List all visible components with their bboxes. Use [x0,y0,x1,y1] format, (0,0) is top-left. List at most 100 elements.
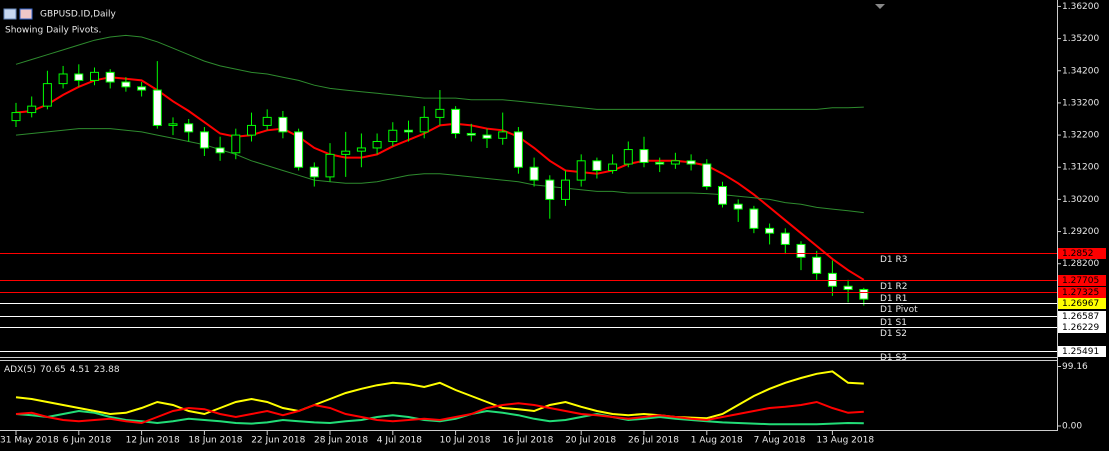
price-box [1058,287,1106,298]
price-box [1058,311,1106,322]
x-tick-label: 7 Aug 2018 [754,436,806,446]
candle-body [341,150,351,155]
y-tick-label: 99.16 [1062,362,1088,372]
candle-body [623,149,633,165]
price-box [1058,275,1106,286]
price-box-label: 1.2852 [1062,249,1094,259]
symbol-icons [3,8,33,20]
price-box [1058,346,1106,357]
candle-body [121,81,131,88]
candle-body [309,166,319,178]
candle-body [404,129,413,133]
candle-body [498,131,508,139]
price-box [1058,248,1106,259]
pivot-label: D1 R3 [880,255,908,265]
candle-body [670,160,680,165]
candle-body [529,166,539,181]
pivot-label: D1 S1 [880,318,907,328]
indicator-value: 4.51 [70,365,90,375]
candle-body [199,131,209,149]
price-box-label: 1.26229 [1062,323,1099,333]
candle-body [561,179,570,200]
x-tick-label: 13 Aug 2018 [816,436,874,446]
candle-body [576,160,586,181]
candle-body [74,73,84,81]
indicator-value: 70.65 [40,365,66,375]
candle-body [168,123,178,126]
pivot-label: D1 R1 [880,294,908,304]
candle-body [27,105,37,114]
shift-marker [875,4,885,9]
candle-body [827,272,837,287]
candle-body [466,132,476,136]
candle-body [58,73,68,85]
candle-body [812,256,822,274]
candle-body [686,160,696,165]
candle-body [294,131,304,168]
y-tick-label: 1.28200 [1062,259,1099,269]
candle-body [356,147,366,152]
candle-body [451,108,461,134]
candle-body [733,203,743,210]
y-tick-label: 0.00 [1062,422,1082,432]
candle-body [545,179,555,200]
line [15,370,864,420]
price-box [1058,322,1106,333]
candle-body [184,123,194,133]
pivot-label: D1 S3 [880,353,907,363]
x-tick-label: 18 Jun 2018 [188,436,242,446]
chart-subtitle: Showing Daily Pivots. [5,26,101,36]
x-tick-label: 22 Jun 2018 [251,436,305,446]
price-box-label: 1.26587 [1062,312,1099,322]
price-box-label: 1.27705 [1062,276,1099,286]
price-box [1058,298,1106,309]
candle-body [482,134,492,139]
candle-body [247,124,256,136]
candle-body [388,129,398,143]
indicator-value: 23.88 [94,365,120,375]
y-tick-label: 1.35200 [1062,34,1099,44]
x-tick-label: 28 Jun 2018 [314,436,368,446]
x-tick-label: 20 Jul 2018 [565,436,616,446]
y-tick-label: 1.31200 [1062,163,1099,173]
candle-body [702,163,712,188]
x-tick-label: 1 Aug 2018 [691,436,743,446]
candle-body [42,83,52,107]
candle-body [105,71,115,83]
x-tick-label: 10 Jul 2018 [440,436,491,446]
indicator-legend: ADX(5) 70.65 4.51 23.88 [4,365,120,375]
candle-body [11,112,21,122]
x-tick-label: 16 Jul 2018 [502,436,553,446]
pivot-label: D1 S2 [880,329,907,339]
y-tick-label: 1.32200 [1062,131,1099,141]
candle-body [718,186,727,205]
y-tick-label: 1.33200 [1062,98,1099,108]
candle-body [215,147,225,154]
x-tick-label: 12 Jun 2018 [126,436,180,446]
candle-body [843,285,853,290]
pivot-label: D1 R2 [880,282,908,292]
candle-body [859,288,869,300]
candle-body [608,163,618,171]
icon [3,8,17,20]
x-tick-label: 6 Jun 2018 [63,436,112,446]
icon [19,8,33,20]
y-tick-label: 1.36200 [1062,2,1099,12]
pivot-label: D1 Pivot [880,305,918,315]
candle-body [796,243,806,258]
line [15,409,864,426]
candle-body [780,232,790,245]
candle-body [325,153,335,178]
x-tick-label: 4 Jul 2018 [377,436,422,446]
x-tick-label: 31 May 2018 [0,436,59,446]
candle-body [90,71,99,81]
candle-body [278,116,288,133]
candle-body [655,161,665,165]
candle-body [749,208,759,229]
price-box-label: 1.26967 [1062,299,1099,309]
candle-body [419,116,429,133]
y-tick-label: 1.29200 [1062,227,1099,237]
